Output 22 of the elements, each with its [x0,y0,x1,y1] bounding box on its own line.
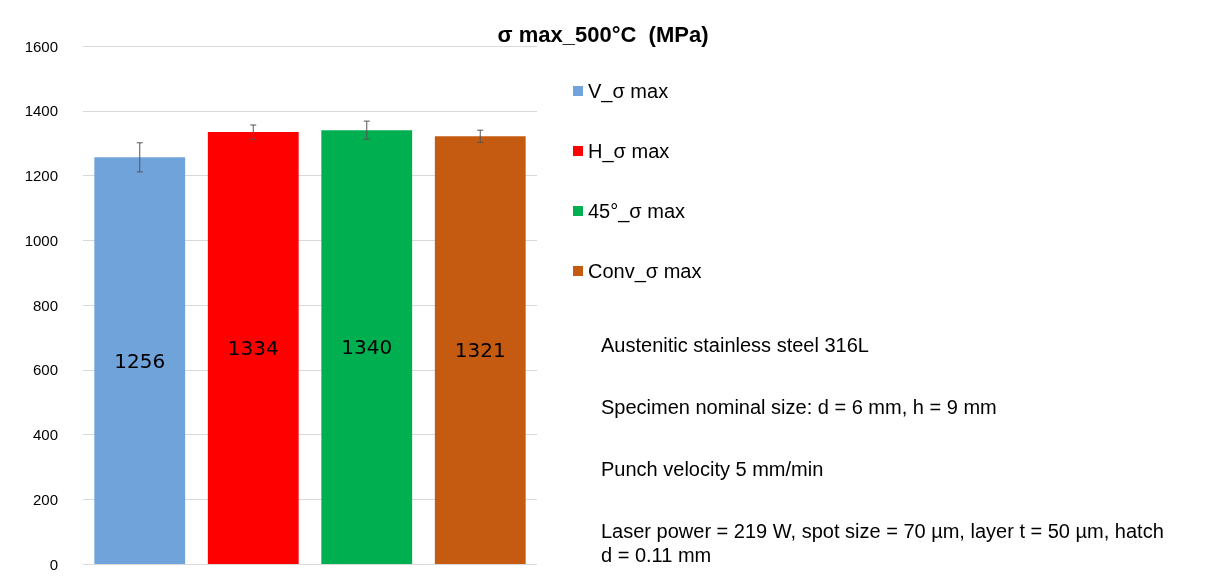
text: Punch velocity 5 mm/min [601,458,824,480]
y-tick-label: 400 [32,426,58,443]
text: σ max_500°C (MPa) [497,21,709,47]
legend-label: Conv_σ max [588,260,702,283]
data-label: 1321 [454,338,506,363]
y-tick-label: 200 [32,490,58,508]
legend-label: 45°_σ max [588,200,686,223]
y-tick-label: 0 [49,555,58,573]
text: Specimen nominal size: d = 6 mm, h = 9 mm [601,396,997,418]
data-label: 1334 [227,336,279,361]
y-tick-label: 1200 [24,167,58,184]
legend-label: V_σ max [588,80,669,103]
text: Austenitic stainless steel 316L [601,334,869,356]
legend-label: H_σ max [588,140,670,163]
data-label: 1340 [341,335,393,360]
text: Laser power = 219 W, spot size = 70 µm, layer t = 50 µm, hatch d = 0.11 mm [601,520,1170,566]
y-tick-label: 1600 [24,37,58,55]
y-tick-label: 1400 [24,102,58,120]
y-tick-label: 1000 [24,231,58,249]
data-label: 1256 [114,348,166,373]
y-tick-label: 600 [32,361,58,379]
y-tick-label: 800 [32,296,58,314]
